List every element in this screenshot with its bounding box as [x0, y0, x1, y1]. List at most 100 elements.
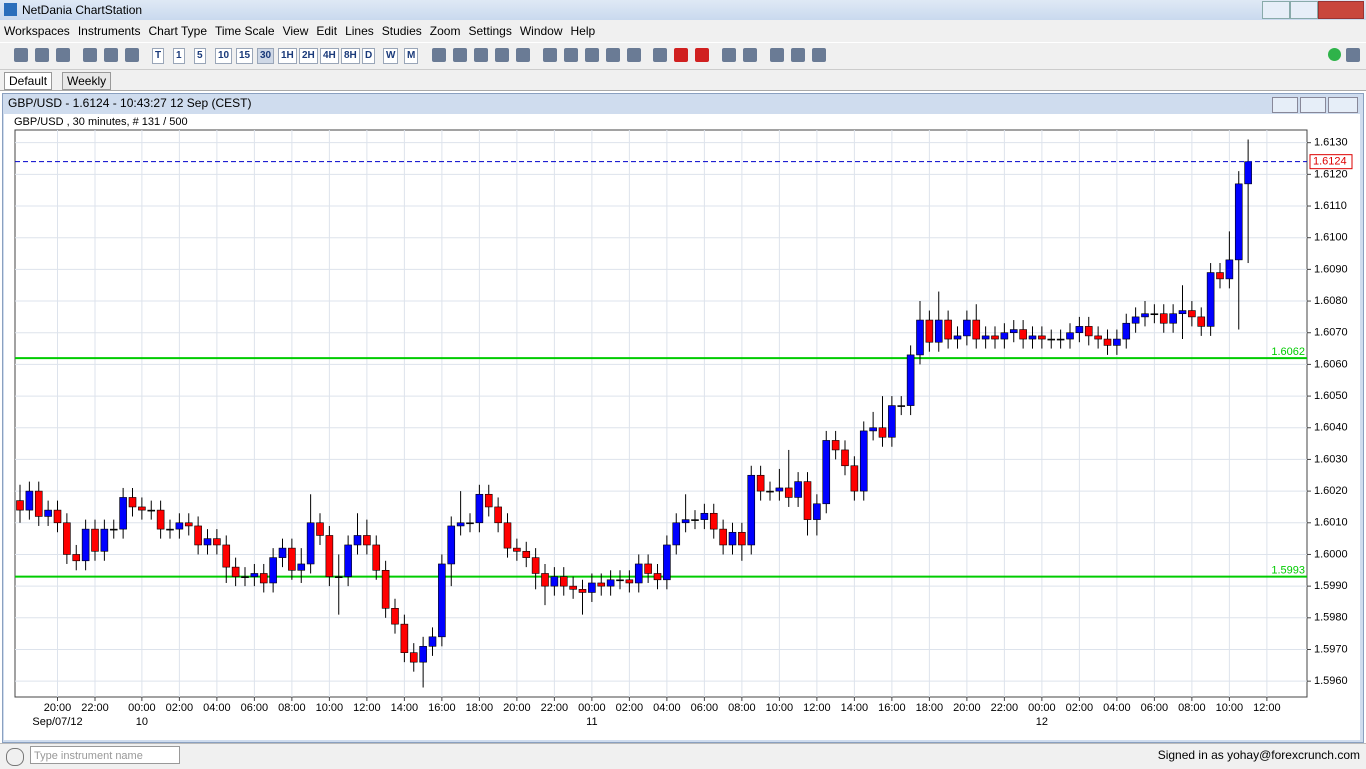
maximize-button[interactable]: [1290, 1, 1318, 19]
tool-icon[interactable]: [674, 48, 688, 62]
candle-body: [513, 547, 521, 552]
candle-body: [1178, 310, 1187, 315]
timeframe-button[interactable]: 5: [194, 48, 206, 64]
x-tick-label: 04:00: [653, 702, 681, 714]
candle-body: [475, 493, 484, 524]
menu-item[interactable]: Studies: [381, 24, 422, 38]
x-tick-label: 00:00: [578, 702, 606, 714]
candle-body: [222, 544, 231, 568]
menu-item[interactable]: Zoom: [429, 24, 461, 38]
y-tick-label: 1.5990: [1314, 580, 1348, 592]
tool-icon[interactable]: [495, 48, 509, 62]
x-tick-label: 16:00: [878, 702, 906, 714]
menu-item[interactable]: Time Scale: [215, 24, 275, 38]
tool-icon[interactable]: [722, 48, 736, 62]
window-maximize[interactable]: [1300, 97, 1326, 113]
tool-icon[interactable]: [104, 48, 118, 62]
menu-item[interactable]: Lines: [345, 24, 374, 38]
workspace-tab[interactable]: Weekly: [62, 72, 112, 90]
candle-body: [91, 528, 99, 552]
tool-icon[interactable]: [743, 48, 757, 62]
minimize-button[interactable]: [1262, 1, 1290, 19]
menu-item[interactable]: Edit: [316, 24, 338, 38]
candle-body: [644, 563, 652, 574]
candle-body: [709, 512, 718, 530]
x-tick-label: 22:00: [991, 702, 1019, 714]
menu-item[interactable]: Instruments: [77, 24, 141, 38]
x-tick-label: 22:00: [81, 702, 109, 714]
candle-body: [531, 557, 540, 574]
candle-body: [138, 506, 146, 511]
timeframe-button[interactable]: D: [362, 48, 376, 64]
tool-icon[interactable]: [453, 48, 467, 62]
tool-icon[interactable]: [627, 48, 641, 62]
timeframe-button[interactable]: 2H: [299, 48, 318, 64]
candle-body: [147, 509, 156, 512]
last-price-label: 1.6124: [1313, 156, 1347, 168]
menu-item[interactable]: Chart Type: [148, 24, 207, 38]
candle-body: [925, 319, 934, 343]
candle-body: [700, 512, 709, 520]
timeframe-button[interactable]: 4H: [320, 48, 339, 64]
tab-bar: Default Weekly: [0, 70, 1366, 91]
window-close[interactable]: [1328, 97, 1358, 113]
tool-icon[interactable]: [770, 48, 784, 62]
menu-item[interactable]: Help: [570, 24, 596, 38]
timeframe-button[interactable]: M: [404, 48, 419, 64]
candle-body: [1197, 316, 1206, 327]
candle-body: [991, 335, 999, 340]
tool-icon[interactable]: [432, 48, 446, 62]
instrument-search[interactable]: Type instrument name: [30, 746, 180, 764]
timeframe-button[interactable]: T: [152, 48, 165, 64]
timeframe-button[interactable]: 1H: [278, 48, 297, 64]
workspace-tab[interactable]: Default: [4, 72, 53, 90]
tool-icon[interactable]: [695, 48, 709, 62]
x-tick-label: 08:00: [278, 702, 306, 714]
tool-icon[interactable]: [543, 48, 557, 62]
timeframe-button[interactable]: W: [383, 48, 399, 64]
tool-icon[interactable]: [653, 48, 667, 62]
candle-body: [888, 405, 896, 438]
candle-body: [325, 535, 334, 577]
tool-icon[interactable]: [83, 48, 97, 62]
tool-icon[interactable]: [14, 48, 28, 62]
candle-body: [400, 623, 409, 653]
timeframe-button[interactable]: 15: [236, 48, 254, 64]
tool-icon[interactable]: [606, 48, 620, 62]
tool-icon[interactable]: [474, 48, 488, 62]
candle-body: [775, 487, 784, 492]
x-tick-label: 10:00: [316, 702, 344, 714]
x-tick-label: 06:00: [1141, 702, 1169, 714]
tool-icon[interactable]: [564, 48, 578, 62]
candle-body: [1038, 335, 1046, 340]
candle-body: [963, 319, 971, 337]
window-minimize[interactable]: [1272, 97, 1298, 113]
tool-icon[interactable]: [1346, 48, 1360, 62]
candle-body: [672, 522, 681, 546]
y-tick-label: 1.6120: [1314, 168, 1348, 180]
candle-body: [344, 544, 352, 577]
candle-body: [541, 573, 549, 587]
tool-icon[interactable]: [812, 48, 826, 62]
menu-item[interactable]: View: [282, 24, 309, 38]
candle-body: [691, 519, 699, 521]
timeframe-button[interactable]: 1: [173, 48, 185, 64]
timeframe-button[interactable]: 30: [257, 48, 275, 64]
menu-item[interactable]: Settings: [468, 24, 512, 38]
candle-body: [878, 427, 887, 438]
y-tick-label: 1.6080: [1314, 295, 1348, 307]
tool-icon[interactable]: [35, 48, 49, 62]
tool-icon[interactable]: [791, 48, 805, 62]
chart-info: GBP/USD , 30 minutes, # 131 / 500: [14, 116, 188, 128]
close-button[interactable]: [1318, 1, 1364, 19]
candle-body: [381, 569, 390, 609]
tool-icon[interactable]: [125, 48, 139, 62]
x-tick-label: 18:00: [466, 702, 494, 714]
tool-icon[interactable]: [585, 48, 599, 62]
tool-icon[interactable]: [56, 48, 70, 62]
menu-item[interactable]: Window: [519, 24, 563, 38]
timeframe-button[interactable]: 10: [215, 48, 233, 64]
tool-icon[interactable]: [516, 48, 530, 62]
timeframe-button[interactable]: 8H: [341, 48, 360, 64]
menu-item[interactable]: Workspaces: [4, 24, 70, 38]
